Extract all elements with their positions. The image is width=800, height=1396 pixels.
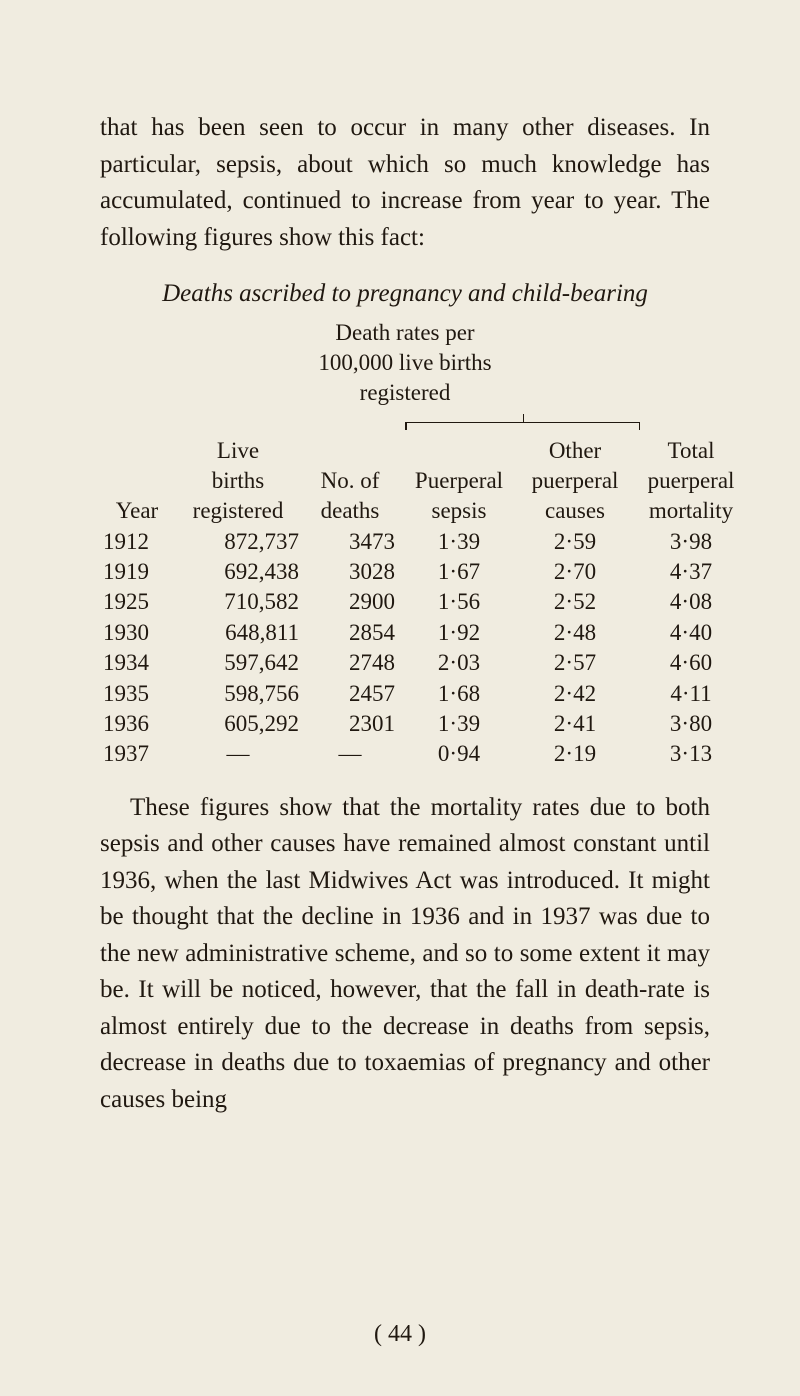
cell-year: 1912: [100, 527, 174, 557]
table-row: 1937 — — 0·94 2·19 3·13: [100, 739, 752, 769]
cell-tot: 4·37: [630, 557, 752, 587]
col-header-puerperal-sepsis: Puerperal sepsis: [398, 436, 520, 527]
intro-paragraph: that has been seen to occur in many othe…: [100, 110, 710, 256]
cell-births: 605,292: [174, 709, 302, 739]
death-rates-line: 100,000 live births: [100, 348, 710, 378]
table-row: 1936 605,292 2301 1·39 2·41 3·80: [100, 709, 752, 739]
cell-op: 2·42: [520, 679, 630, 709]
table-row: 1925 710,582 2900 1·56 2·52 4·08: [100, 587, 752, 617]
cell-op: 2·57: [520, 648, 630, 678]
table-row: 1930 648,811 2854 1·92 2·48 4·40: [100, 618, 752, 648]
col-header-other-causes: Other puerperal causes: [520, 436, 630, 527]
cell-births: 692,438: [174, 557, 302, 587]
cell-deaths: 2301: [302, 709, 398, 739]
cell-births: —: [174, 739, 302, 769]
cell-tot: 4·08: [630, 587, 752, 617]
cell-tot: 4·40: [630, 618, 752, 648]
cell-births: 872,737: [174, 527, 302, 557]
cell-tot: 3·98: [630, 527, 752, 557]
cell-ps: 0·94: [398, 739, 520, 769]
cell-tot: 3·80: [630, 709, 752, 739]
cell-ps: 1·92: [398, 618, 520, 648]
cell-year: 1935: [100, 679, 174, 709]
cell-births: 598,756: [174, 679, 302, 709]
cell-ps: 1·67: [398, 557, 520, 587]
col-header-year: Year: [100, 436, 174, 527]
table-title: Deaths ascribed to pregnancy and child-b…: [100, 280, 710, 308]
table-row: 1912 872,737 3473 1·39 2·59 3·98: [100, 527, 752, 557]
cell-deaths: 2854: [302, 618, 398, 648]
cell-deaths: —: [302, 739, 398, 769]
cell-op: 2·52: [520, 587, 630, 617]
cell-deaths: 3028: [302, 557, 398, 587]
cell-births: 710,582: [174, 587, 302, 617]
death-rates-line: Death rates per: [100, 318, 710, 348]
death-rates-line: registered: [100, 378, 710, 408]
cell-op: 2·19: [520, 739, 630, 769]
cell-year: 1936: [100, 709, 174, 739]
col-header-births: Live births registered: [174, 436, 302, 527]
cell-op: 2·41: [520, 709, 630, 739]
cell-ps: 1·68: [398, 679, 520, 709]
cell-ps: 1·39: [398, 527, 520, 557]
cell-tot: 4·11: [630, 679, 752, 709]
cell-ps: 2·03: [398, 648, 520, 678]
cell-births: 597,642: [174, 648, 302, 678]
cell-op: 2·70: [520, 557, 630, 587]
table-row: 1935 598,756 2457 1·68 2·42 4·11: [100, 679, 752, 709]
cell-deaths: 2900: [302, 587, 398, 617]
col-header-total-mortality: Total puerperal mortality: [630, 436, 752, 527]
table-header-row: Year Live births registered No. of death…: [100, 436, 752, 527]
cell-deaths: 3473: [302, 527, 398, 557]
cell-op: 2·59: [520, 527, 630, 557]
cell-year: 1937: [100, 739, 174, 769]
cell-deaths: 2748: [302, 648, 398, 678]
cell-deaths: 2457: [302, 679, 398, 709]
page: that has been seen to occur in many othe…: [0, 0, 800, 1396]
body-paragraph: These figures show that the mortality ra…: [100, 790, 710, 1119]
brace-decoration: [100, 412, 710, 432]
cell-op: 2·48: [520, 618, 630, 648]
table-row: 1919 692,438 3028 1·67 2·70 4·37: [100, 557, 752, 587]
death-rates-caption: Death rates per 100,000 live births regi…: [100, 318, 710, 408]
cell-ps: 1·56: [398, 587, 520, 617]
col-header-deaths: No. of deaths: [302, 436, 398, 527]
cell-tot: 4·60: [630, 648, 752, 678]
cell-year: 1930: [100, 618, 174, 648]
cell-year: 1934: [100, 648, 174, 678]
cell-year: 1925: [100, 587, 174, 617]
table-row: 1934 597,642 2748 2·03 2·57 4·60: [100, 648, 752, 678]
page-number: ( 44 ): [0, 1321, 800, 1348]
cell-births: 648,811: [174, 618, 302, 648]
cell-tot: 3·13: [630, 739, 752, 769]
cell-ps: 1·39: [398, 709, 520, 739]
brace-icon: [405, 416, 640, 430]
mortality-table: Year Live births registered No. of death…: [100, 436, 752, 770]
cell-year: 1919: [100, 557, 174, 587]
